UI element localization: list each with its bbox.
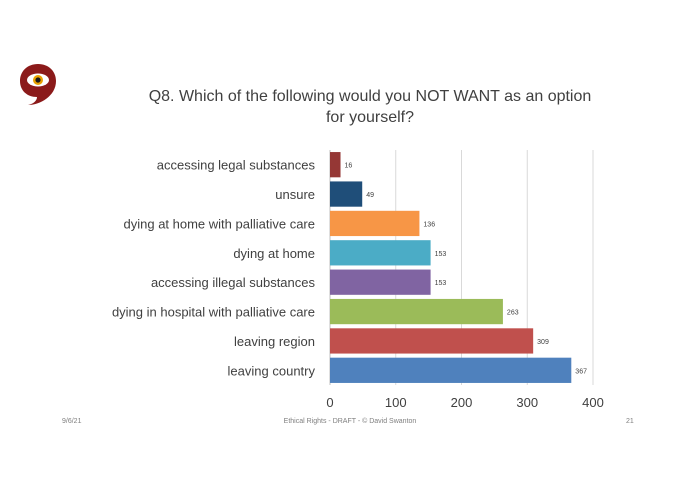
bar [330, 152, 341, 178]
bar [330, 181, 363, 207]
chart-title: Q8. Which of the following would you NOT… [120, 86, 620, 128]
x-tick-label: 0 [326, 395, 333, 410]
bar [330, 357, 572, 383]
chart-title-line-1: Q8. Which of the following would you NOT… [148, 88, 592, 105]
chart-title-line-2: for yourself? [325, 109, 415, 126]
bar [330, 240, 431, 266]
category-label: unsure [275, 187, 315, 202]
data-label: 367 [575, 368, 587, 375]
x-tick-label: 300 [516, 395, 538, 410]
category-label: leaving country [228, 363, 316, 378]
category-label: leaving region [234, 334, 315, 349]
bar [330, 328, 534, 354]
footer-credit: Ethical Rights - DRAFT - © David Swanton [283, 418, 417, 425]
data-label: 16 [345, 163, 353, 170]
page-number: 21 [626, 418, 634, 425]
category-label: dying in hospital with palliative care [112, 305, 315, 320]
data-label: 263 [507, 310, 519, 317]
category-label: accessing illegal substances [151, 275, 316, 290]
footer-date: 9/6/21 [62, 418, 82, 425]
data-label: 153 [435, 280, 447, 287]
x-tick-label: 400 [582, 395, 604, 410]
data-label: 309 [537, 339, 549, 346]
data-label: 153 [435, 251, 447, 258]
bar [330, 298, 503, 325]
data-label: 49 [366, 192, 374, 199]
category-label: dying at home with palliative care [124, 216, 316, 231]
bar [330, 269, 431, 295]
data-label: 136 [423, 221, 435, 228]
x-tick-label: 200 [451, 395, 473, 410]
brand-logo [20, 64, 56, 105]
bar [330, 210, 420, 237]
x-tick-label: 100 [385, 395, 407, 410]
category-label: accessing legal substances [157, 158, 316, 173]
category-label: dying at home [233, 246, 315, 261]
